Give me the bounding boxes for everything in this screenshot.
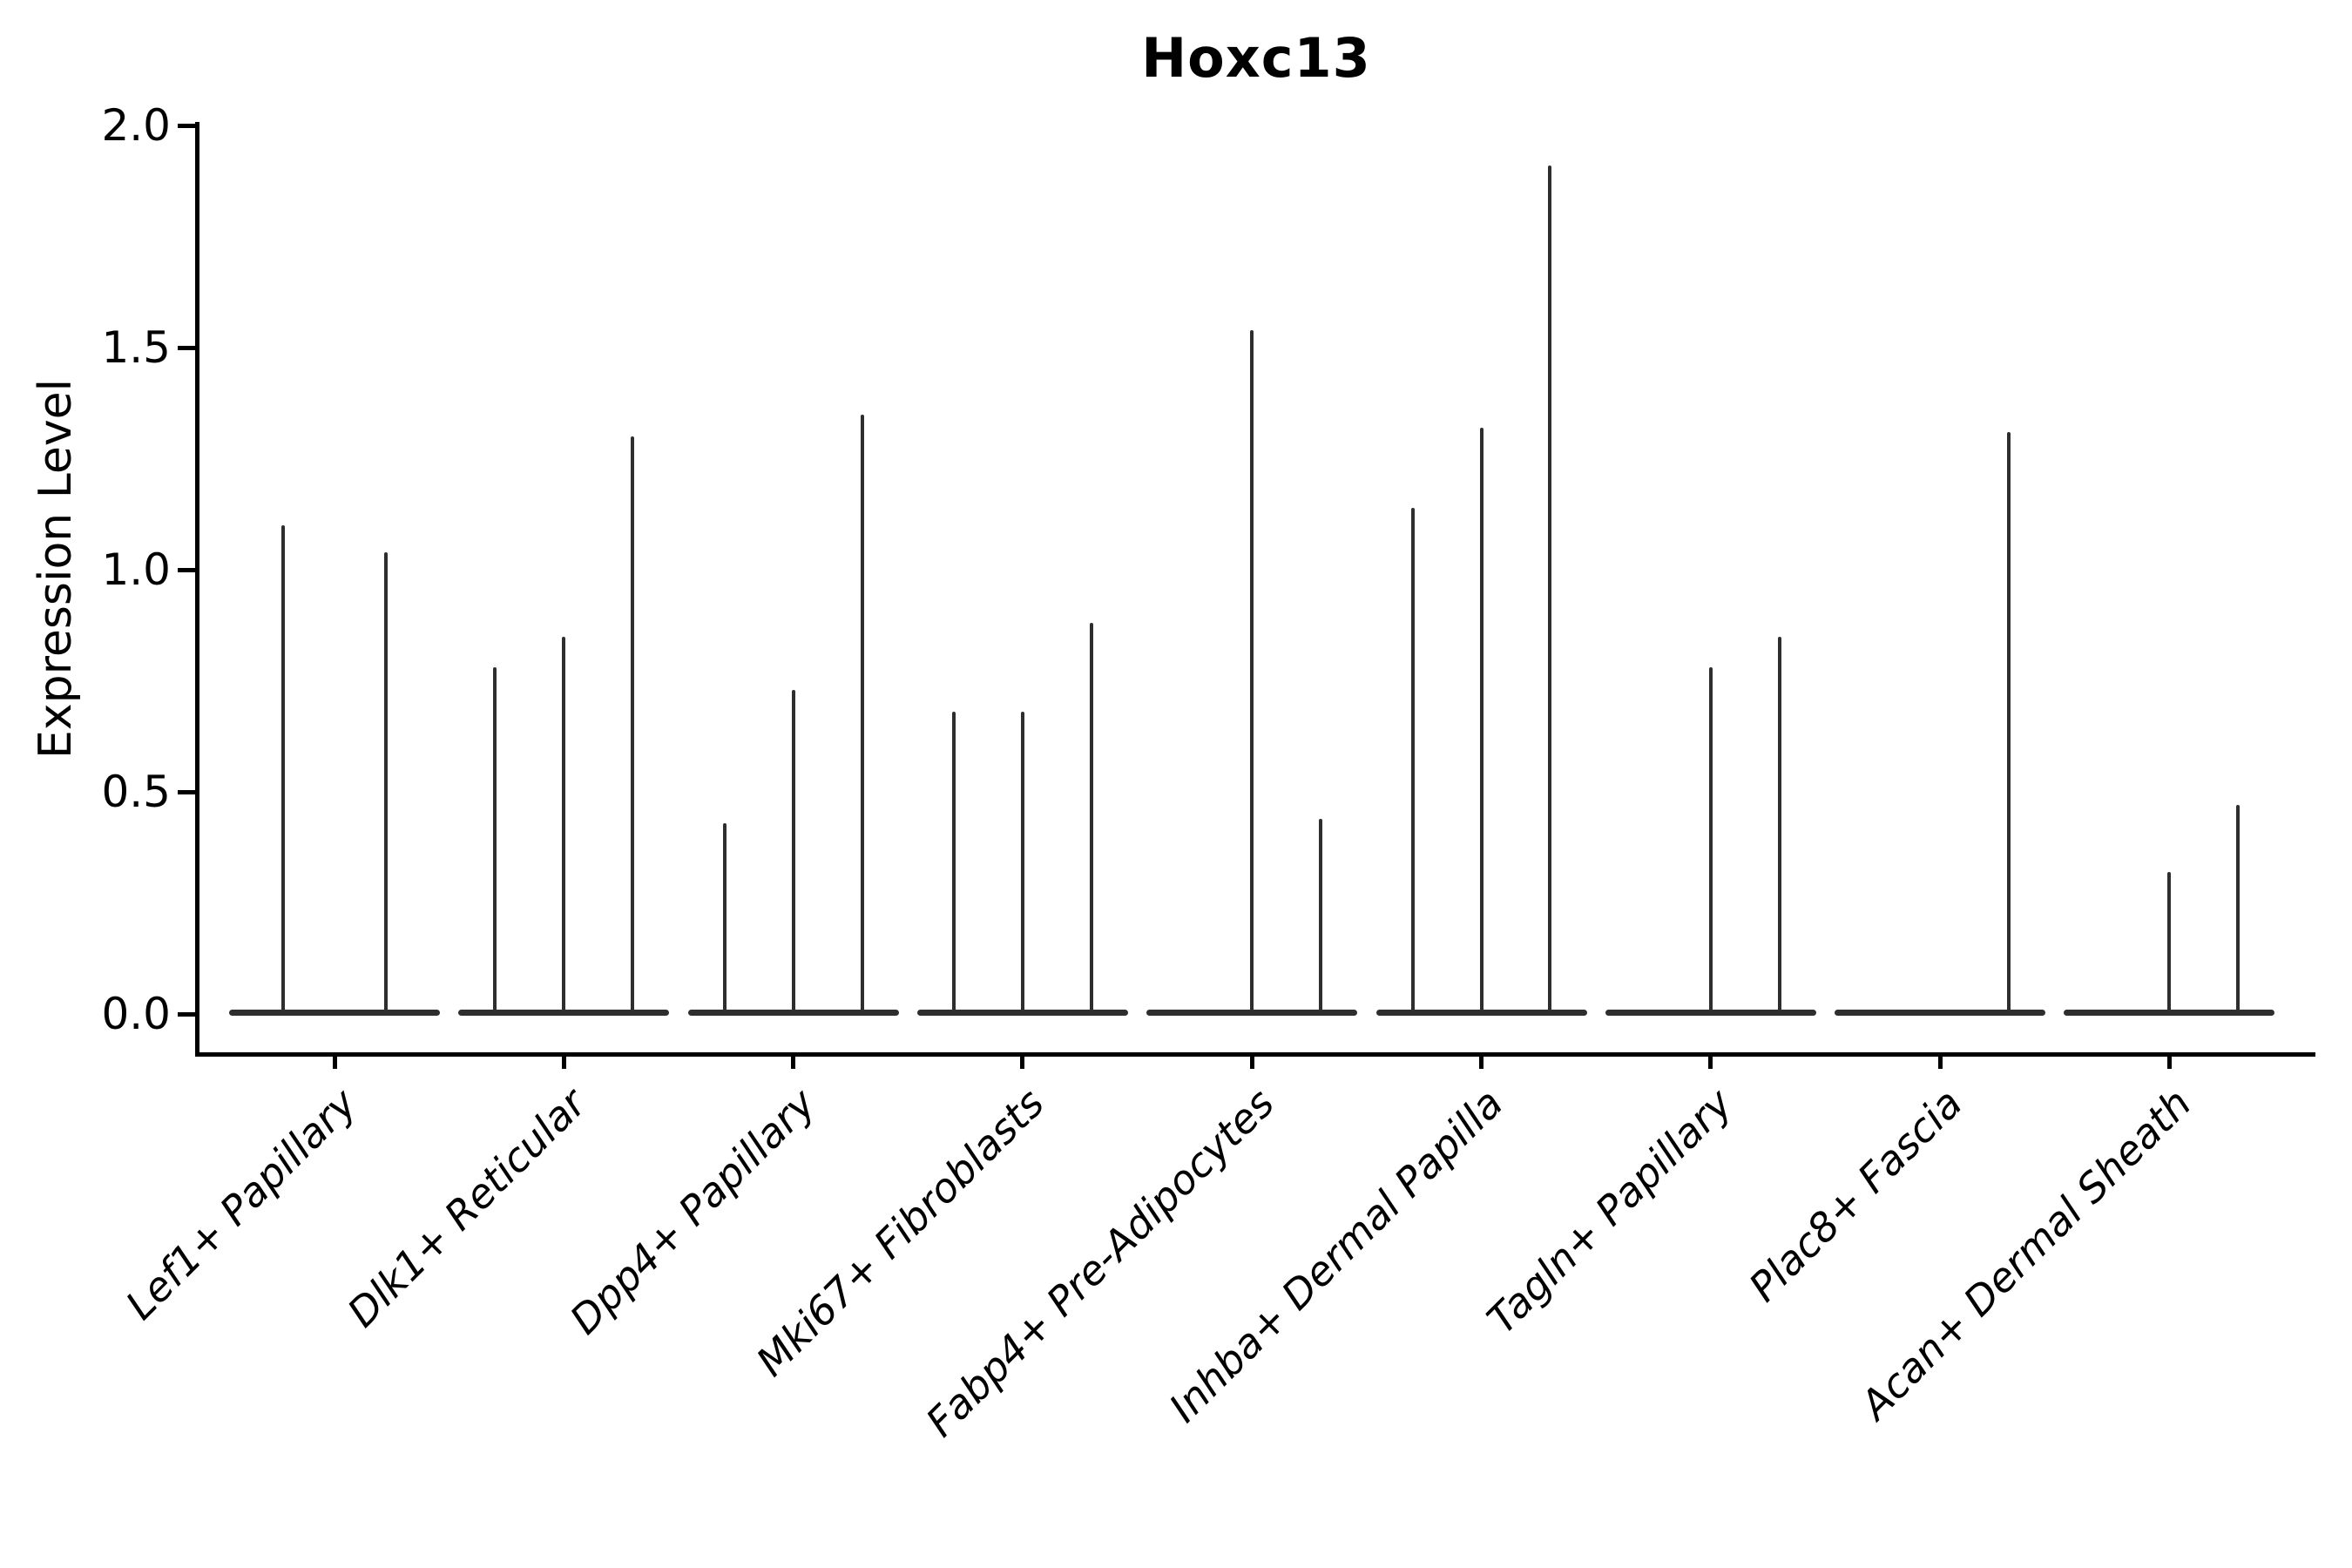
violin-spike <box>1479 427 1484 1014</box>
violin-spike <box>722 822 727 1014</box>
x-tick-mark <box>2166 1054 2172 1069</box>
violin-spike <box>280 525 285 1014</box>
violin-spike <box>493 667 497 1014</box>
violin-spike <box>1548 165 1552 1014</box>
y-tick-mark <box>178 789 197 794</box>
violin-base <box>229 1009 440 1016</box>
x-tick-label: Dpp4+ Papillary <box>560 1079 824 1343</box>
x-tick-mark <box>791 1054 796 1069</box>
x-tick-label: Lef1+ Papillary <box>116 1079 366 1329</box>
violin-spike <box>1089 623 1093 1014</box>
violin-spike <box>2236 805 2240 1014</box>
x-tick-mark <box>1020 1054 1025 1069</box>
violin-spike <box>631 436 635 1014</box>
x-tick-mark <box>1249 1054 1254 1069</box>
y-tick-label: 2.0 <box>101 100 171 151</box>
violin-spike <box>860 414 864 1014</box>
x-tick-label: Dlk1+ Reticular <box>338 1079 595 1336</box>
y-tick-mark <box>178 123 197 128</box>
violin-spike <box>2167 871 2172 1014</box>
y-tick-label: 0.0 <box>101 989 171 1039</box>
x-tick-label: Plac8+ Fascia <box>1740 1079 1971 1311</box>
y-tick-mark <box>178 1011 197 1017</box>
y-tick-label: 0.5 <box>101 767 171 817</box>
violin-spike <box>2007 431 2011 1014</box>
violin-spike <box>791 689 795 1014</box>
violin-spike <box>1250 329 1254 1014</box>
y-tick-label: 1.0 <box>101 544 171 595</box>
violin-spike <box>951 712 956 1014</box>
violin-spike <box>562 636 566 1014</box>
y-tick-mark <box>178 567 197 572</box>
x-tick-mark <box>561 1054 566 1069</box>
x-axis-spine <box>195 1052 2315 1057</box>
x-tick-mark <box>1479 1054 1484 1069</box>
violin-spike <box>384 551 389 1014</box>
y-tick-label: 1.5 <box>101 322 171 373</box>
violin-spike <box>1410 507 1415 1014</box>
plot-title: Hoxc13 <box>1141 26 1371 90</box>
violin-spike <box>1020 712 1024 1014</box>
y-tick-mark <box>178 345 197 350</box>
violin-spike <box>1708 667 1713 1014</box>
x-tick-mark <box>1937 1054 1943 1069</box>
x-tick-label: Tagln+ Papillary <box>1477 1079 1742 1343</box>
violin-base <box>1835 1009 2046 1016</box>
y-axis-spine <box>195 122 199 1057</box>
violin-spike <box>1777 636 1781 1014</box>
x-tick-mark <box>1708 1054 1713 1069</box>
violin-spike <box>1319 818 1323 1014</box>
x-tick-mark <box>332 1054 337 1069</box>
